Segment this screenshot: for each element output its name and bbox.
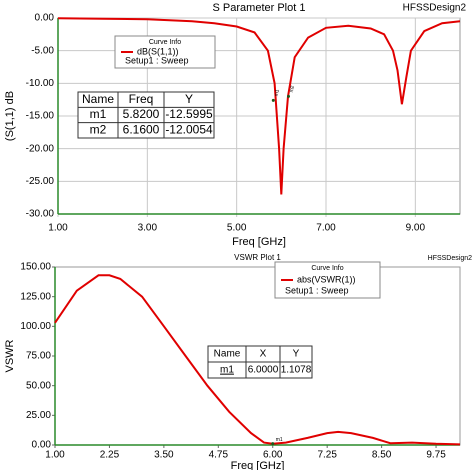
marker-point [286,94,290,98]
x-tick-label: 4.75 [209,450,229,461]
marker-label: m1 [274,89,281,97]
legend-subtitle: Setup1 : Sweep [285,285,349,295]
x-tick-label: 9.75 [426,450,446,461]
table-cell: -12.0054 [165,123,213,137]
x-tick-label: 9.00 [406,223,426,234]
x-tick-label: 2.25 [100,450,120,461]
design-label: HFSSDesign2 [403,3,467,14]
table-header: Name [214,349,241,360]
x-tick-label: 3.00 [138,223,158,234]
marker-name: m1 [220,365,234,376]
y-tick-label: -25.00 [26,176,55,187]
y-tick-label: -20.00 [26,143,55,154]
x-tick-label: 8.50 [372,450,392,461]
curve [57,17,461,195]
y-tick-label: -30.00 [26,209,55,220]
x-tick-label: 6.00 [263,450,283,461]
x-axis-title: Freq [GHz] [232,236,286,248]
table-header: Y [293,349,300,360]
marker-label: m1 [276,437,283,443]
y-tick-label: -10.00 [26,78,55,89]
table-header: Freq [129,92,154,106]
marker-name: m1 [90,107,107,121]
table-cell: 6.1600 [123,123,160,137]
table-cell: -12.5995 [165,107,213,121]
marker-name: m2 [90,123,107,137]
y-tick-label: 25.00 [26,410,51,421]
design-label: HFSSDesign2 [428,255,472,262]
legend-entry: dB(S(1,1)) [137,46,179,56]
y-axis-title: VSWR [4,339,16,372]
table-cell: 6.0000 [248,365,279,376]
table-header: Name [82,92,114,106]
y-tick-label: 75.00 [26,351,51,362]
marker-label: m2 [289,85,296,93]
y-tick-label: -5.00 [31,45,54,56]
marker-point [271,442,275,446]
y-tick-label: 50.00 [26,380,51,391]
table-header: Y [185,92,193,106]
legend-title: Curve Info [149,39,181,46]
marker-point [271,98,275,102]
x-axis-title: Freq [GHz] [231,460,285,470]
x-tick-label: 7.25 [317,450,337,461]
chart-title: VSWR Plot 1 [234,253,281,262]
y-tick-label: 0.00 [35,13,55,24]
y-tick-label: -15.00 [26,111,55,122]
y-tick-label: 125.00 [20,291,51,302]
marker-table [77,91,215,139]
y-tick-label: 100.00 [20,321,51,332]
table-cell: 1.1078 [281,365,312,376]
chart-title: S Parameter Plot 1 [213,2,306,14]
table-cell: 5.8200 [123,107,160,121]
x-tick-label: 3.50 [154,450,174,461]
legend-title: Curve Info [311,265,343,272]
curve [54,274,461,446]
legend-entry: abs(VSWR(1)) [297,274,356,284]
legend-subtitle: Setup1 : Sweep [125,55,189,65]
y-tick-label: 150.00 [20,262,51,273]
x-tick-label: 5.00 [227,223,247,234]
table-header: X [260,349,267,360]
y-axis-title: (S(1,1) dB [4,91,16,141]
y-tick-label: 0.00 [32,440,52,451]
x-tick-label: 1.00 [48,223,68,234]
x-tick-label: 1.00 [45,450,65,461]
x-tick-label: 7.00 [316,223,336,234]
